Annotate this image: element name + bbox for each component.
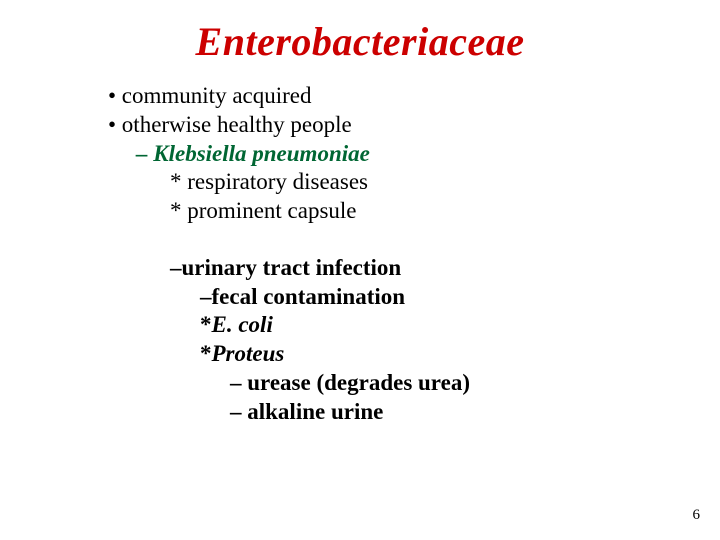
subsub-fecal: –fecal contamination: [200, 283, 668, 312]
bullet-otherwise-healthy: • otherwise healthy people: [108, 111, 668, 140]
slide-body: • community acquired • otherwise healthy…: [108, 82, 668, 426]
page-number: 6: [693, 507, 701, 524]
subsub-respiratory: * respiratory diseases: [170, 168, 668, 197]
subsubsub-alkaline: – alkaline urine: [230, 398, 668, 427]
proteus-label: Proteus: [212, 341, 285, 366]
subitem-uti: –urinary tract infection: [170, 254, 668, 283]
subsub-proteus: *Proteus: [200, 340, 668, 369]
ecoli-label: E. coli: [212, 312, 273, 337]
subsub-capsule: * prominent capsule: [170, 197, 668, 226]
bullet-mark: *: [200, 312, 212, 337]
slide: Enterobacteriaceae • community acquired …: [0, 0, 720, 540]
slide-title: Enterobacteriaceae: [0, 18, 720, 65]
spacer: [108, 226, 668, 254]
subsubsub-urease: – urease (degrades urea): [230, 369, 668, 398]
bullet-mark: *: [200, 341, 212, 366]
subitem-klebsiella: – Klebsiella pneumoniae: [136, 140, 668, 169]
bullet-community-acquired: • community acquired: [108, 82, 668, 111]
subsub-ecoli: *E. coli: [200, 311, 668, 340]
